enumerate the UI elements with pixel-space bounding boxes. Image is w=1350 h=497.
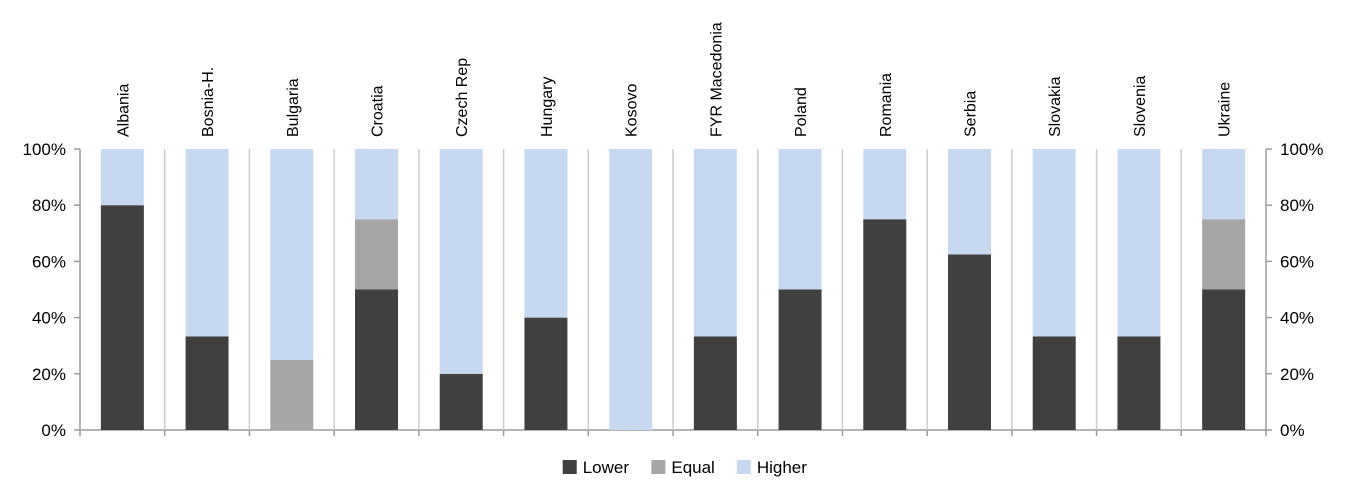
category-label: Albania bbox=[115, 84, 132, 137]
left-y-tick-label: 40% bbox=[32, 309, 66, 328]
legend-swatch-higher bbox=[736, 460, 751, 474]
left-y-tick-label: 0% bbox=[41, 421, 66, 440]
legend-swatch-lower bbox=[562, 460, 577, 474]
legend-label-equal: Equal bbox=[671, 458, 714, 477]
category-label: Bulgaria bbox=[285, 78, 302, 137]
category-label: Serbia bbox=[963, 91, 980, 137]
category-label: Ukraine bbox=[1217, 82, 1234, 137]
right-y-tick-label: 40% bbox=[1280, 309, 1314, 328]
bar-lower-fyr-macedonia bbox=[693, 336, 737, 430]
bar-higher-fyr-macedonia bbox=[693, 149, 737, 337]
bar-higher-ukraine bbox=[1202, 149, 1246, 220]
category-label: Romania bbox=[878, 73, 895, 137]
bar-higher-bulgaria bbox=[270, 149, 314, 360]
category-label: Slovenia bbox=[1132, 76, 1149, 137]
bar-higher-hungary bbox=[524, 149, 568, 318]
category-label: Slovakia bbox=[1047, 76, 1064, 137]
left-y-tick-label: 20% bbox=[32, 365, 66, 384]
bar-lower-bosnia-h- bbox=[185, 336, 229, 430]
bar-higher-slovenia bbox=[1117, 149, 1161, 337]
bar-equal-bulgaria bbox=[270, 359, 314, 430]
bar-higher-romania bbox=[863, 149, 907, 220]
right-y-tick-label: 100% bbox=[1280, 140, 1323, 159]
category-label: Czech Rep bbox=[454, 58, 471, 137]
bar-equal-ukraine bbox=[1202, 219, 1246, 290]
bar-higher-serbia bbox=[948, 149, 991, 255]
category-label: Croatia bbox=[370, 85, 387, 137]
right-y-tick-label: 60% bbox=[1280, 252, 1314, 271]
category-label: Kosovo bbox=[624, 84, 641, 137]
category-label: Bosnia-H. bbox=[200, 67, 217, 137]
bar-lower-slovakia bbox=[1032, 336, 1076, 430]
bar-lower-czech-rep bbox=[439, 373, 483, 430]
left-y-tick-label: 60% bbox=[32, 252, 66, 271]
bar-lower-slovenia bbox=[1117, 336, 1161, 430]
right-y-tick-label: 0% bbox=[1280, 421, 1305, 440]
bar-higher-poland bbox=[778, 149, 822, 290]
category-label: FYR Macedonia bbox=[708, 22, 725, 137]
left-y-tick-label: 80% bbox=[32, 196, 66, 215]
bar-lower-hungary bbox=[524, 317, 568, 430]
legend-label-higher: Higher bbox=[757, 458, 807, 477]
bar-lower-croatia bbox=[355, 289, 398, 430]
right-y-tick-label: 20% bbox=[1280, 365, 1314, 384]
bar-higher-albania bbox=[100, 149, 144, 206]
legend-swatch-equal bbox=[651, 460, 666, 474]
category-label: Poland bbox=[793, 87, 810, 137]
left-y-tick-label: 100% bbox=[23, 140, 66, 159]
right-y-tick-label: 80% bbox=[1280, 196, 1314, 215]
bar-equal-croatia bbox=[355, 219, 398, 290]
bar-lower-poland bbox=[778, 289, 822, 430]
bar-higher-czech-rep bbox=[439, 149, 483, 374]
category-label: Hungary bbox=[539, 77, 556, 137]
bar-higher-bosnia-h- bbox=[185, 149, 229, 337]
bar-lower-albania bbox=[100, 205, 144, 430]
bar-lower-ukraine bbox=[1202, 289, 1246, 430]
bar-higher-kosovo bbox=[609, 149, 653, 430]
bar-lower-serbia bbox=[948, 254, 991, 430]
legend-label-lower: Lower bbox=[583, 458, 630, 477]
bar-higher-slovakia bbox=[1032, 149, 1076, 337]
bar-lower-romania bbox=[863, 219, 907, 430]
bar-higher-croatia bbox=[355, 149, 398, 220]
